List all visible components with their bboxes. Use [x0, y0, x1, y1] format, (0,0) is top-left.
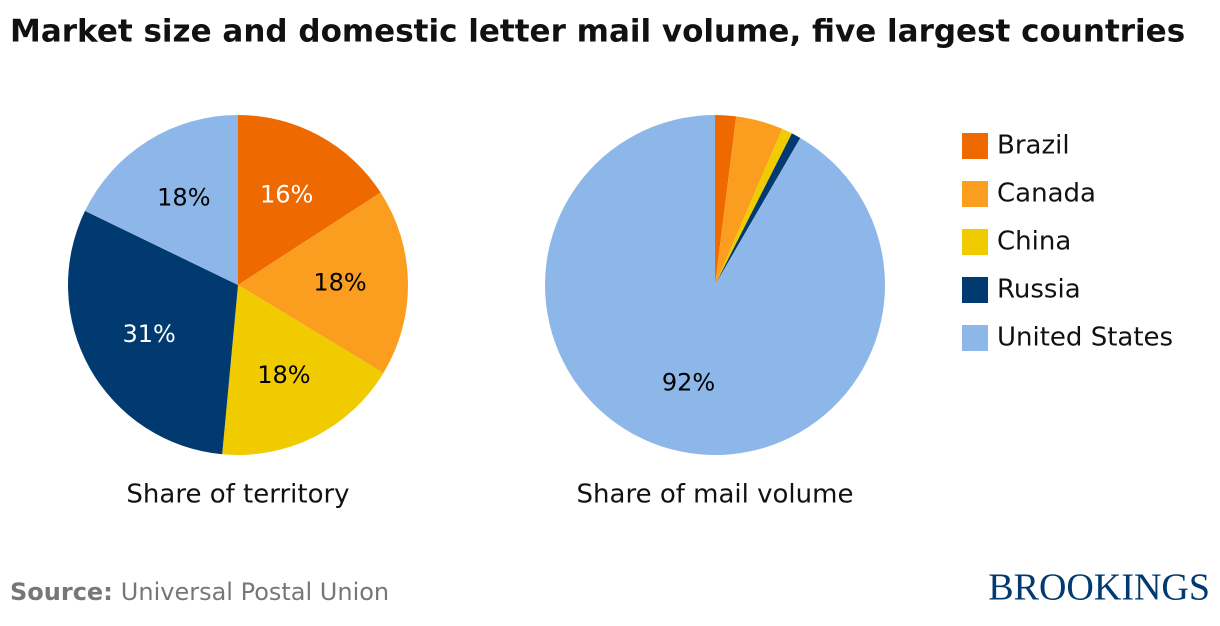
- pie-slice: [84, 115, 239, 285]
- legend-label: Canada: [997, 179, 1096, 209]
- legend-swatch: [962, 277, 988, 303]
- source: Source: Universal Postal Union: [10, 578, 389, 606]
- pie-slice: [715, 128, 792, 285]
- legend-label: United States: [997, 323, 1173, 353]
- source-text: Universal Postal Union: [121, 578, 389, 606]
- pie-slice: [238, 192, 408, 374]
- legend-swatch: [962, 325, 988, 351]
- pie-slice: [715, 116, 783, 285]
- logo: BROOKINGS: [988, 567, 1210, 609]
- pie-slice: [238, 115, 381, 285]
- legend-label: China: [997, 227, 1071, 257]
- legend-swatch: [962, 229, 988, 255]
- pie-slice: [222, 285, 384, 455]
- pie-slice: [715, 115, 737, 285]
- data-label: 18%: [157, 184, 210, 212]
- pie-slice: [715, 133, 801, 285]
- data-label: 92%: [662, 368, 715, 396]
- legend-swatch: [962, 181, 988, 207]
- pie-label: Share of territory: [126, 480, 349, 510]
- legend-label: Brazil: [997, 131, 1070, 161]
- legend-label: Russia: [997, 275, 1081, 305]
- data-label: 31%: [122, 320, 175, 348]
- pie-slice: [544, 115, 885, 455]
- data-label: 18%: [313, 268, 366, 296]
- pie-label: Share of mail volume: [577, 480, 854, 510]
- legend-swatch: [962, 133, 988, 159]
- chart-title: Market size and domestic letter mail vol…: [10, 14, 1185, 50]
- source-label: Source:: [10, 578, 113, 606]
- pie-slice: [68, 210, 238, 455]
- data-label: 16%: [260, 180, 313, 208]
- data-label: 18%: [257, 361, 310, 389]
